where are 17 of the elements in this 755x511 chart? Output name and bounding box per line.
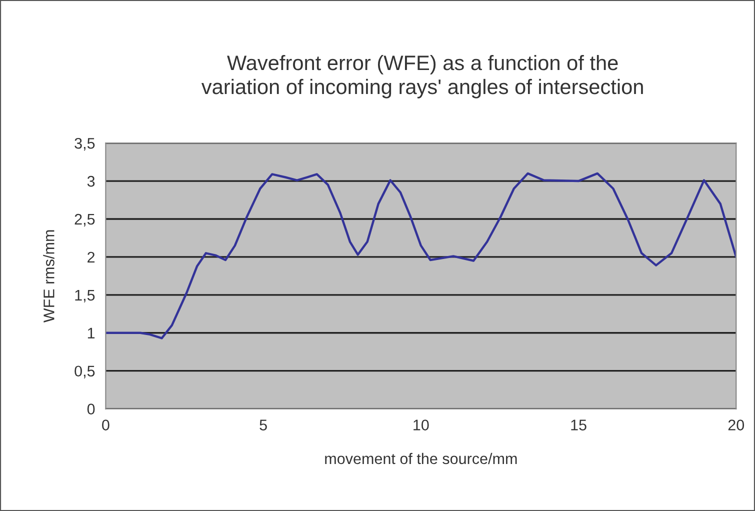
y-tick-label: 1,5 [75, 290, 95, 302]
x-tick-label: 0 [102, 420, 110, 430]
y-tick-label: 1 [88, 328, 95, 338]
y-tick-label: 2 [88, 252, 95, 262]
y-tick-label: 2,5 [74, 214, 95, 226]
x-axis-title: movement of the source/mm [325, 452, 517, 464]
y-tick-label: 3 [87, 176, 95, 187]
x-tick-label: 20 [728, 420, 744, 430]
x-tick-label: 5 [260, 420, 267, 430]
y-tick-label: 3,5 [74, 138, 95, 151]
y-tick-label: 0,5 [74, 366, 95, 378]
line-series [106, 172, 736, 340]
y-axis-title: WFE rms/mm [43, 230, 54, 323]
y-tick-label: 0 [87, 404, 95, 414]
chart-title: Wavefront error (WFE) as a function of the variation of incoming rays' angles of intersection [201, 54, 643, 98]
x-tick-label: 15 [571, 420, 586, 430]
x-tick-label: 10 [414, 420, 429, 430]
